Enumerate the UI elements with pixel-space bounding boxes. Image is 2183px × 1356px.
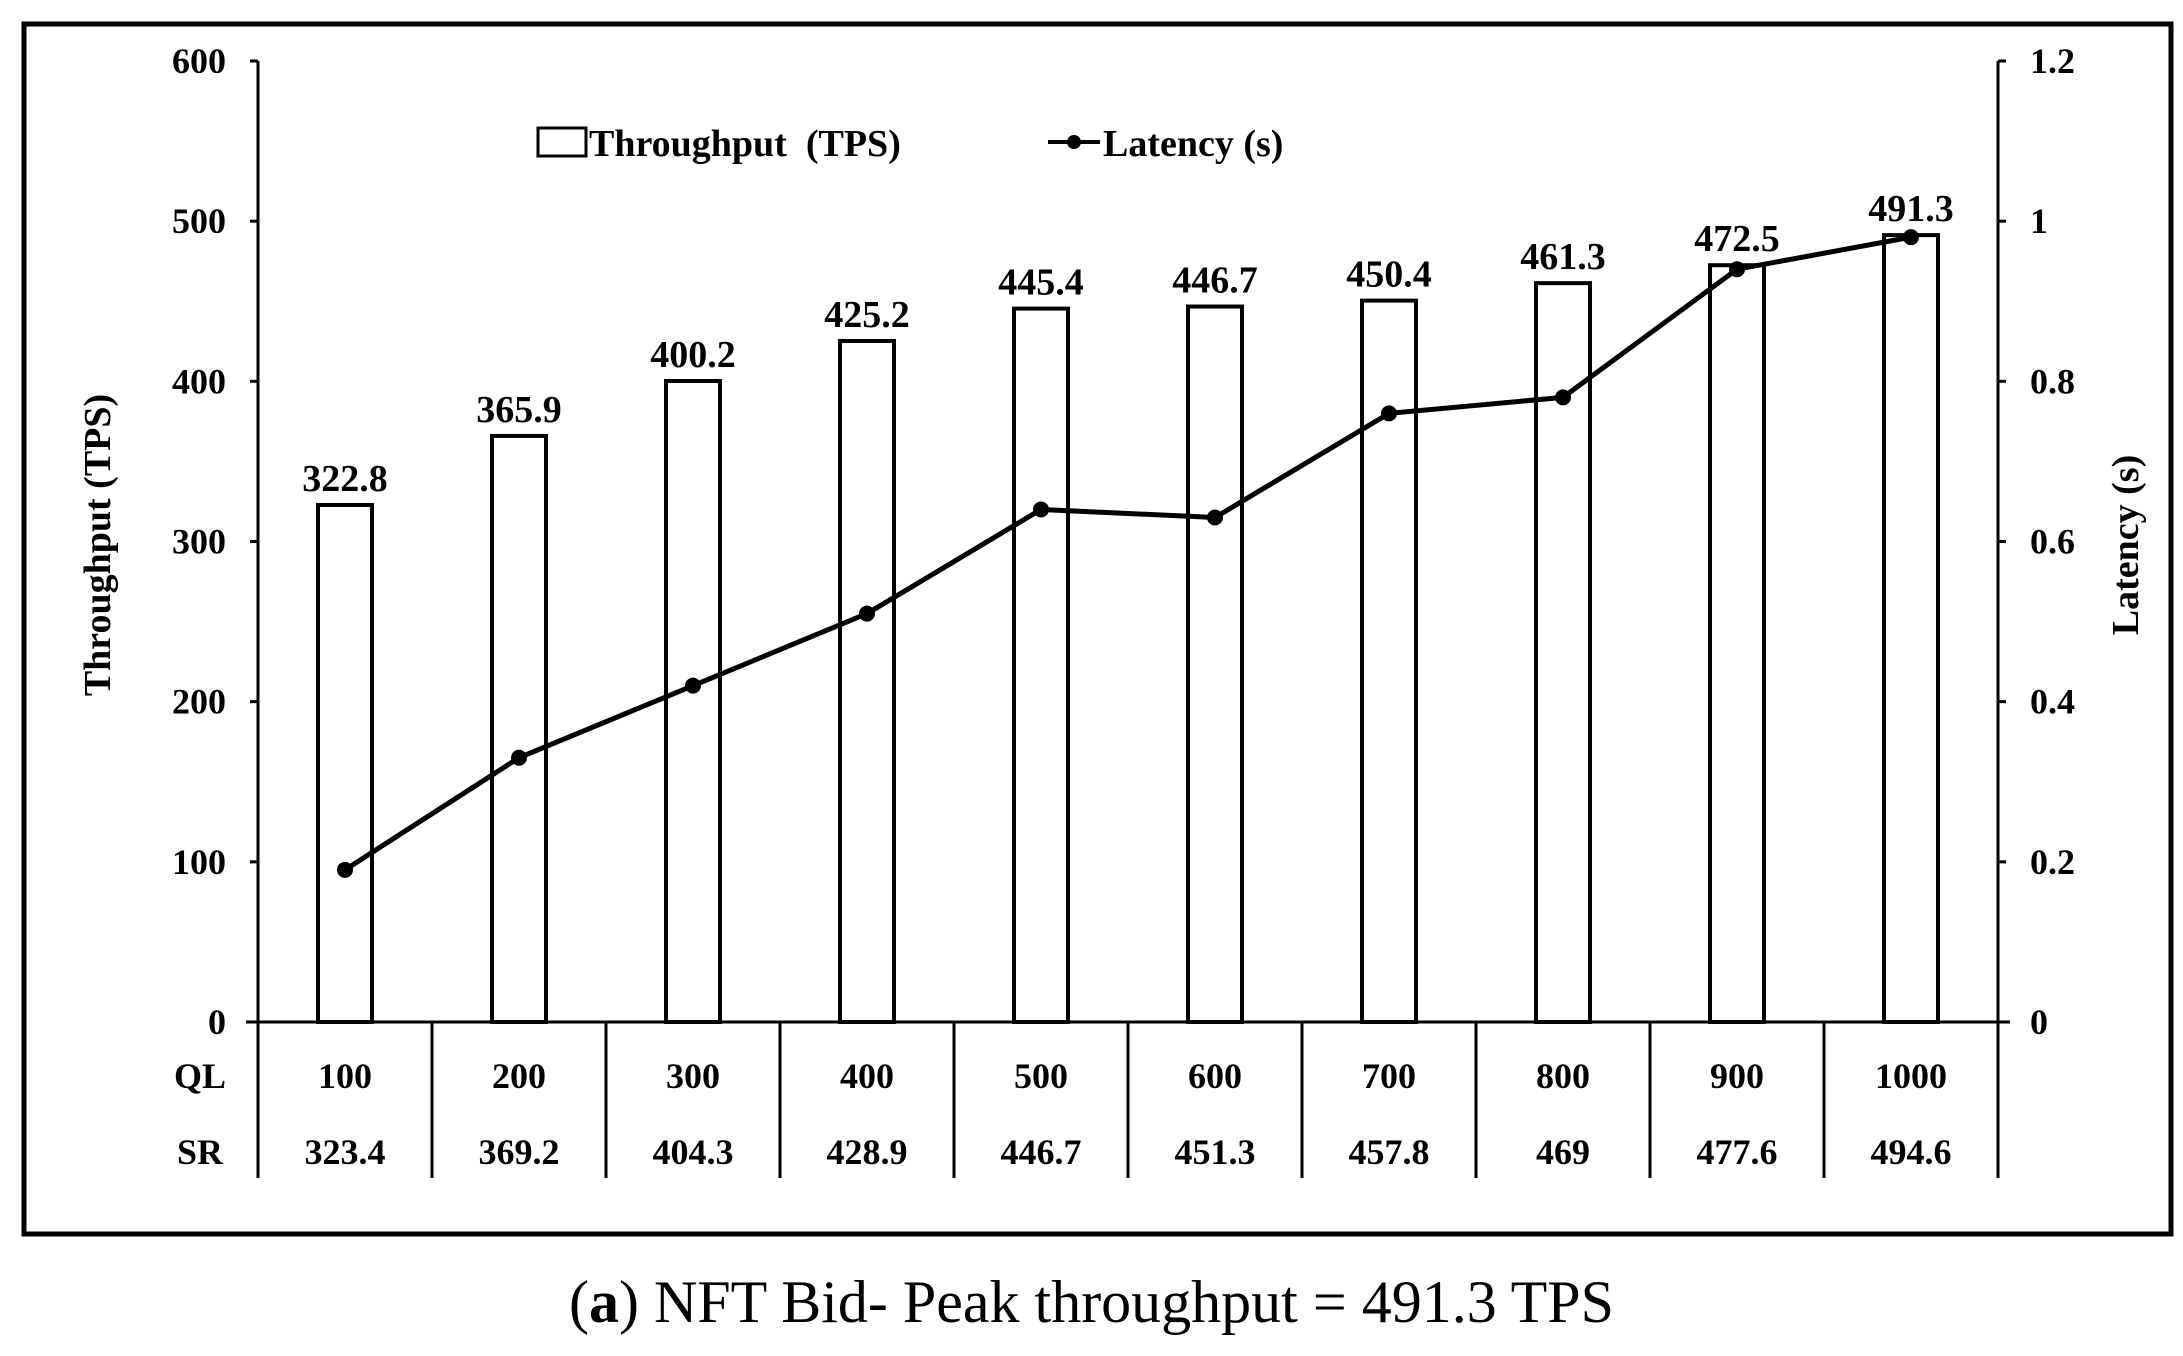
legend: Throughput (TPS) Latency (s) <box>536 123 1283 165</box>
y-tick-label-400: 400 <box>172 361 226 401</box>
latency-point-200 <box>511 749 527 766</box>
data-label-1000: 491.3 <box>1868 188 1954 230</box>
sr-cell-1000: 494.6 <box>1871 1132 1952 1172</box>
table-row-label-ql: QL <box>174 1056 226 1096</box>
ql-cell-400: 400 <box>840 1056 894 1096</box>
data-labels-layer: 322.8 365.9 400.2 425.2 445.4 446.7 450.4 461.3… <box>302 188 1954 500</box>
y2-tick-label-0.2: 0.2 <box>2030 842 2075 882</box>
data-label-900: 472.5 <box>1694 218 1780 260</box>
legend-throughput-swatch <box>536 126 588 158</box>
y-axis-title: Throughput (TPS) <box>77 394 119 696</box>
data-label-100: 322.8 <box>302 458 388 500</box>
ql-cell-500: 500 <box>1014 1056 1068 1096</box>
legend-latency-label: Latency (s) <box>1103 123 1283 165</box>
sr-cell-800: 469 <box>1536 1132 1590 1172</box>
sr-cell-100: 323.4 <box>305 1132 386 1172</box>
latency-point-700 <box>1381 405 1397 422</box>
ql-cell-1000: 1000 <box>1875 1056 1947 1096</box>
latency-line-layer <box>337 229 1919 878</box>
y2-tick-label-1: 1 <box>2030 201 2048 241</box>
bar-100 <box>316 502 374 1024</box>
latency-point-300 <box>685 677 701 694</box>
latency-point-900 <box>1729 261 1745 278</box>
ql-cell-900: 900 <box>1710 1056 1764 1096</box>
legend-throughput-label: Throughput (TPS) <box>589 123 901 165</box>
table-row-label-sr: SR <box>177 1132 224 1172</box>
y2-tick-label-0: 0 <box>2030 1002 2048 1042</box>
y-tick-label-0: 0 <box>208 1002 226 1042</box>
ql-cell-800: 800 <box>1536 1056 1590 1096</box>
y-tick-label-200: 200 <box>172 682 226 722</box>
latency-line <box>343 234 1912 872</box>
bar-400 <box>838 338 896 1025</box>
y-tick-label-500: 500 <box>172 201 226 241</box>
ql-cell-100: 100 <box>318 1056 372 1096</box>
sr-cell-700: 457.8 <box>1349 1132 1430 1172</box>
legend-latency-marker <box>1067 135 1081 149</box>
sr-cell-300: 404.3 <box>653 1132 734 1172</box>
bar-200 <box>490 433 548 1024</box>
data-label-600: 446.7 <box>1172 260 1258 302</box>
bar-800 <box>1534 281 1592 1024</box>
latency-point-1000 <box>1903 229 1919 246</box>
latency-point-500 <box>1033 501 1049 518</box>
y2-tick-label-1.2: 1.2 <box>2030 41 2075 81</box>
caption-label: a <box>588 1269 619 1335</box>
sr-cell-200: 369.2 <box>479 1132 560 1172</box>
bar-500 <box>1012 306 1070 1024</box>
latency-point-400 <box>859 605 875 622</box>
y2-tick-label-0.6: 0.6 <box>2030 522 2075 562</box>
y-tick-label-100: 100 <box>172 842 226 882</box>
sr-cell-500: 446.7 <box>1001 1132 1082 1172</box>
bar-600 <box>1186 304 1244 1024</box>
sr-cell-400: 428.9 <box>827 1132 908 1172</box>
ticks-layer: 0 100 200 300 400 500 600 0 0.2 0.4 0.6 0.8 1 1.2 <box>172 41 2075 1042</box>
ql-cell-600: 600 <box>1188 1056 1242 1096</box>
data-label-400: 425.2 <box>824 294 910 336</box>
sr-cell-900: 477.6 <box>1697 1132 1778 1172</box>
data-label-200: 365.9 <box>476 389 562 431</box>
figure-caption: (a) NFT Bid- Peak throughput = 491.3 TPS <box>569 1269 1614 1335</box>
y2-axis-title: Latency (s) <box>2105 455 2147 635</box>
bars-layer <box>316 233 1940 1025</box>
category-table: QL SR 100 200 300 400 500 600 700 800 900 1000 323.4… <box>174 1022 2000 1178</box>
y2-tick-label-0.8: 0.8 <box>2030 361 2075 401</box>
data-label-300: 400.2 <box>650 334 736 376</box>
latency-point-800 <box>1555 389 1571 406</box>
y-tick-label-300: 300 <box>172 522 226 562</box>
chart-frame <box>21 21 2174 1237</box>
bar-300 <box>664 379 722 1024</box>
data-label-800: 461.3 <box>1520 236 1606 278</box>
data-label-700: 450.4 <box>1346 254 1432 296</box>
y-tick-label-600: 600 <box>172 41 226 81</box>
latency-point-600 <box>1207 509 1223 526</box>
ql-cell-700: 700 <box>1362 1056 1416 1096</box>
caption-text: NFT Bid- Peak throughput = 491.3 TPS <box>653 1269 1614 1335</box>
sr-cell-600: 451.3 <box>1175 1132 1256 1172</box>
ql-cell-300: 300 <box>666 1056 720 1096</box>
bar-900 <box>1708 263 1766 1024</box>
y2-tick-label-0.4: 0.4 <box>2030 682 2075 722</box>
latency-point-100 <box>337 861 353 878</box>
ql-cell-200: 200 <box>492 1056 546 1096</box>
data-label-500: 445.4 <box>998 262 1084 304</box>
bar-1000 <box>1882 233 1940 1024</box>
